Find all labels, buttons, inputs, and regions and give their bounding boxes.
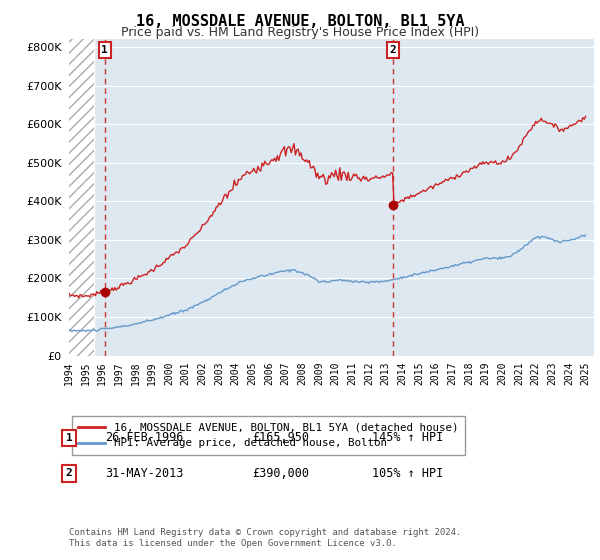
Text: 1: 1 (101, 45, 108, 55)
Text: 31-MAY-2013: 31-MAY-2013 (105, 466, 184, 480)
Text: Price paid vs. HM Land Registry's House Price Index (HPI): Price paid vs. HM Land Registry's House … (121, 26, 479, 39)
Text: 26-FEB-1996: 26-FEB-1996 (105, 431, 184, 445)
Text: £390,000: £390,000 (252, 466, 309, 480)
Text: £165,950: £165,950 (252, 431, 309, 445)
Text: 1: 1 (65, 433, 73, 443)
Legend: 16, MOSSDALE AVENUE, BOLTON, BL1 5YA (detached house), HPI: Average price, detac: 16, MOSSDALE AVENUE, BOLTON, BL1 5YA (de… (72, 417, 465, 455)
Bar (69, 39, 94, 356)
Text: 145% ↑ HPI: 145% ↑ HPI (372, 431, 443, 445)
Text: 2: 2 (65, 468, 73, 478)
Bar (69, 39, 94, 356)
Text: 105% ↑ HPI: 105% ↑ HPI (372, 466, 443, 480)
Text: 16, MOSSDALE AVENUE, BOLTON, BL1 5YA: 16, MOSSDALE AVENUE, BOLTON, BL1 5YA (136, 14, 464, 29)
Text: Contains HM Land Registry data © Crown copyright and database right 2024.
This d: Contains HM Land Registry data © Crown c… (69, 528, 461, 548)
Text: 2: 2 (389, 45, 396, 55)
